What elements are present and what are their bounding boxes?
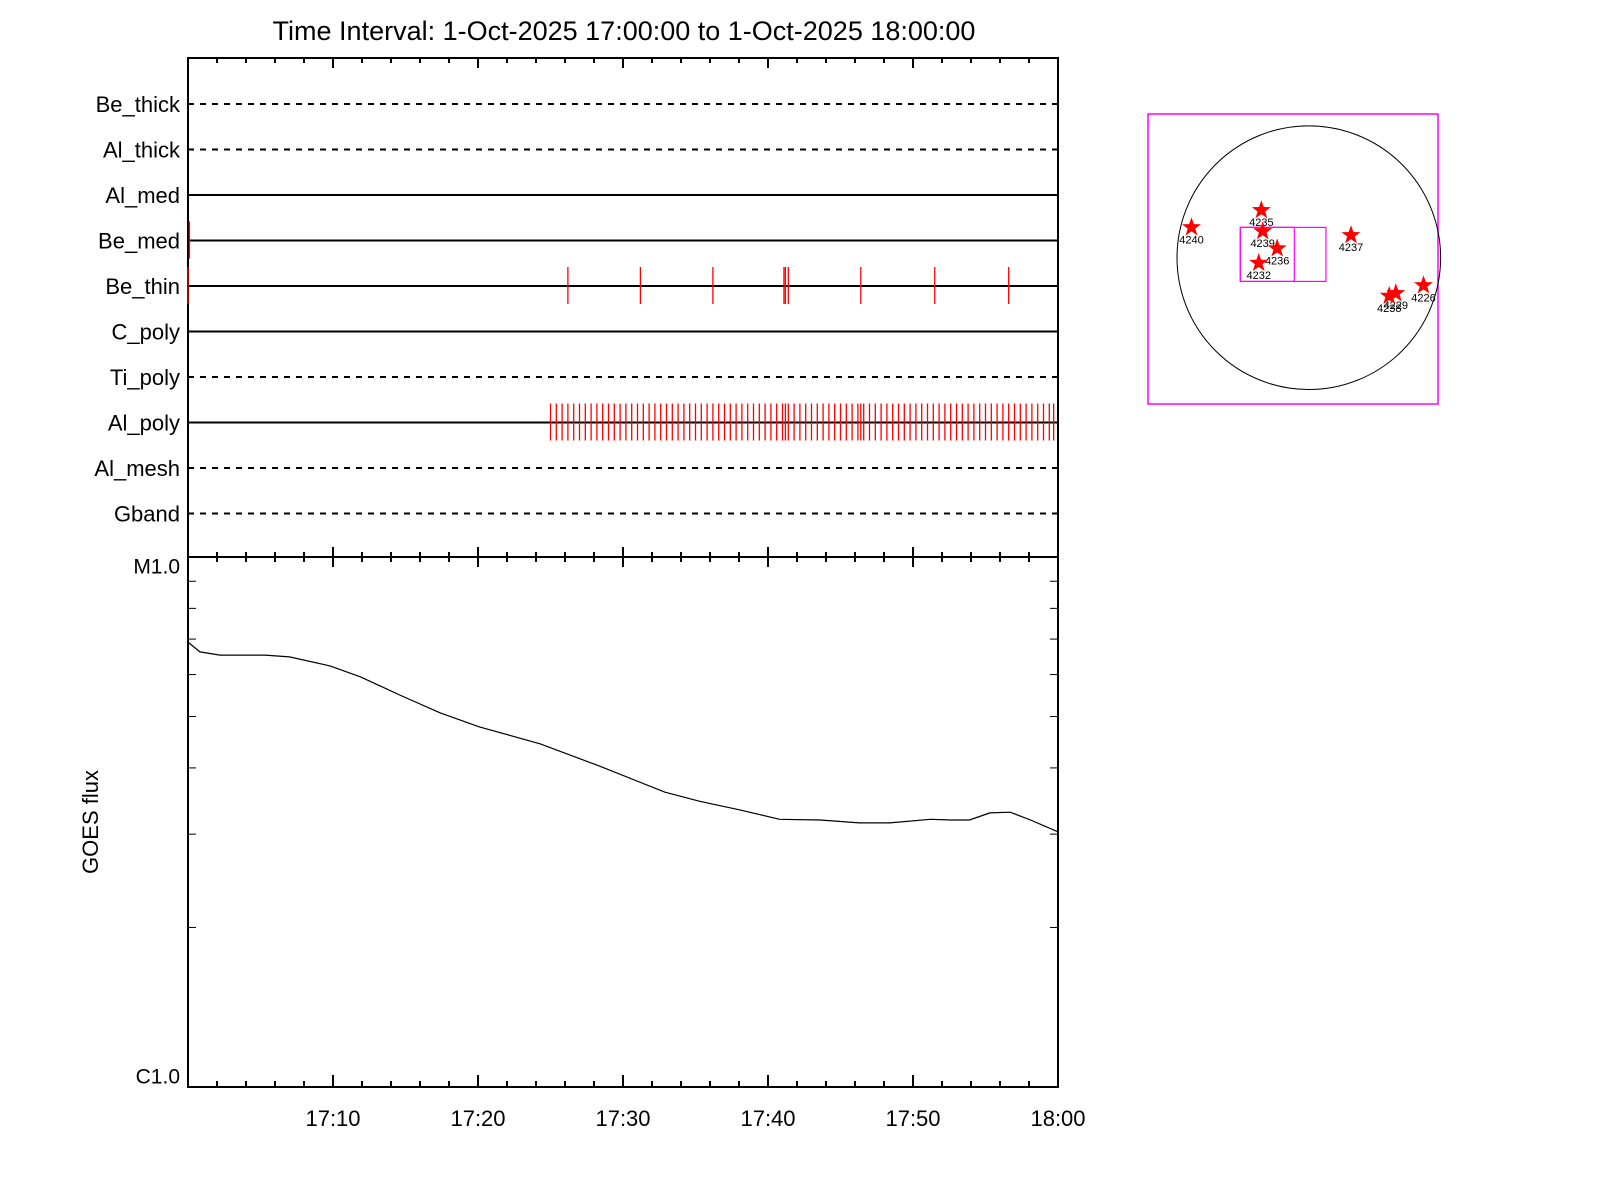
region-label: 4238 xyxy=(1377,303,1401,315)
x-tick-label: 17:20 xyxy=(450,1106,505,1131)
filter-label: C_poly xyxy=(112,319,180,344)
region-label: 4237 xyxy=(1339,242,1363,254)
fov-box xyxy=(1239,226,1295,283)
x-tick-label: 18:00 xyxy=(1030,1106,1085,1131)
solar-disk xyxy=(1176,125,1442,390)
plot-frame xyxy=(187,57,1059,1088)
region-marker xyxy=(1249,253,1269,271)
filter-label: Al_poly xyxy=(108,410,180,435)
x-tick-label: 17:30 xyxy=(595,1106,650,1131)
region-label: 4235 xyxy=(1249,217,1273,229)
filter-label: Ti_poly xyxy=(110,365,180,390)
region-marker xyxy=(1182,217,1201,236)
filter-label: Gband xyxy=(114,501,180,526)
filter-label: Al_med xyxy=(105,183,180,208)
filter-label: Al_thick xyxy=(103,137,181,162)
x-tick-label: 17:50 xyxy=(885,1106,940,1131)
region-label: 4229 xyxy=(1384,300,1408,312)
filter-label: Be_thin xyxy=(105,274,180,299)
region-label: 4236 xyxy=(1265,255,1289,267)
region-marker xyxy=(1253,221,1273,240)
region-marker xyxy=(1251,200,1271,219)
region-label: 4240 xyxy=(1179,234,1203,246)
filter-label: Be_med xyxy=(98,228,180,253)
map-frame xyxy=(1147,113,1439,405)
y-tick-label: C1.0 xyxy=(136,1066,180,1089)
x-tick-label: 17:10 xyxy=(305,1106,360,1131)
region-marker xyxy=(1379,285,1399,304)
filter-label: Al_mesh xyxy=(94,456,180,481)
region-marker xyxy=(1386,283,1406,302)
chart-title: Time Interval: 1-Oct-2025 17:00:00 to 1-… xyxy=(273,16,976,46)
y-tick-label: M1.0 xyxy=(133,556,180,579)
filter-label: Be_thick xyxy=(96,92,181,117)
region-marker xyxy=(1267,238,1287,257)
region-label: 4239 xyxy=(1250,238,1274,250)
region-label: 4232 xyxy=(1246,270,1270,282)
region-label: 4226 xyxy=(1411,292,1435,304)
x-tick-label: 17:40 xyxy=(740,1106,795,1131)
y-axis-label: GOES flux xyxy=(78,770,103,874)
region-marker xyxy=(1341,225,1361,244)
region-marker xyxy=(1414,275,1433,294)
goes-flux-line xyxy=(187,641,1059,833)
